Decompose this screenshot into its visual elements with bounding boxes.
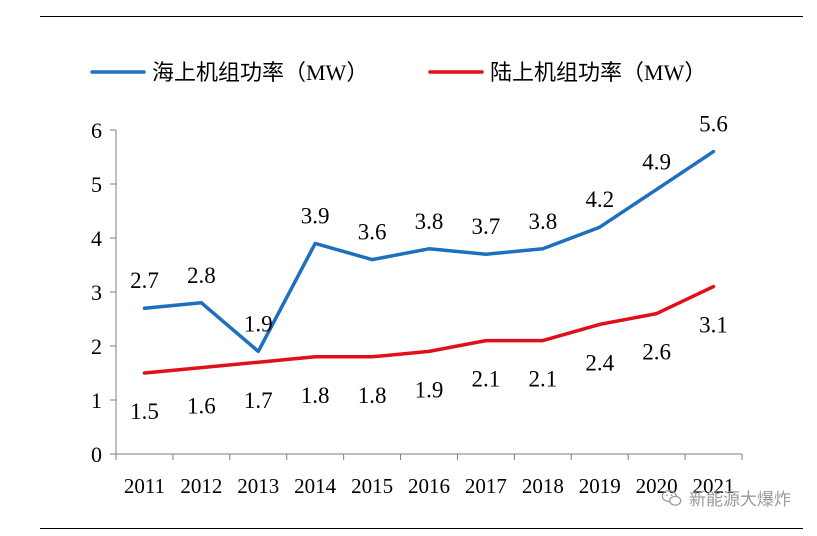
data-label: 3.6 [358,220,387,245]
data-label: 2.6 [642,340,671,365]
x-tick-label: 2012 [180,474,222,498]
x-tick-label: 2014 [294,474,337,498]
data-label: 2.7 [130,268,159,293]
x-tick-label: 2019 [579,474,621,498]
bottom-rule [40,528,803,529]
watermark: 新能源大爆炸 [661,485,791,510]
data-label: 3.1 [699,313,728,338]
series-line-1 [142,149,716,354]
data-label: 1.6 [187,394,216,419]
data-label: 1.9 [415,377,444,402]
top-rule [40,16,803,17]
data-label: 3.8 [528,209,557,234]
y-tick-label: 2 [91,334,102,359]
x-tick-label: 2011 [124,474,165,498]
data-label: 1.8 [301,383,330,408]
data-label: 2.8 [187,263,216,288]
legend-label-1: 海上机组功率（MW） [152,60,368,85]
y-tick-label: 3 [91,280,102,305]
x-tick-label: 2015 [351,474,393,498]
y-tick-label: 0 [91,442,102,467]
data-label: 1.9 [244,311,273,336]
y-tick-label: 5 [91,172,102,197]
legend-label-2: 陆上机组功率（MW） [490,60,706,85]
watermark-text: 新能源大爆炸 [689,490,791,510]
data-label: 1.7 [244,388,273,413]
data-label: 3.9 [301,203,330,228]
data-label: 3.7 [472,214,501,239]
y-tick-label: 6 [91,118,102,143]
data-label: 4.9 [642,149,671,174]
x-tick-label: 2020 [636,474,678,498]
x-tick-label: 2017 [465,474,507,498]
data-label: 4.2 [585,187,614,212]
data-label: 3.8 [415,209,444,234]
y-tick-label: 1 [91,388,102,413]
data-label: 2.4 [585,350,614,375]
data-label: 1.8 [358,383,387,408]
x-tick-label: 2016 [408,474,450,498]
x-tick-label: 2018 [522,474,564,498]
wechat-icon [661,489,682,506]
x-tick-label: 2021 [693,474,735,498]
x-tick-label: 2013 [237,474,279,498]
series-line-2 [142,284,716,375]
data-label: 2.1 [528,367,557,392]
data-label: 2.1 [472,367,501,392]
data-label: 1.5 [130,399,159,424]
y-tick-label: 4 [91,226,102,251]
data-label: 5.6 [699,112,728,137]
